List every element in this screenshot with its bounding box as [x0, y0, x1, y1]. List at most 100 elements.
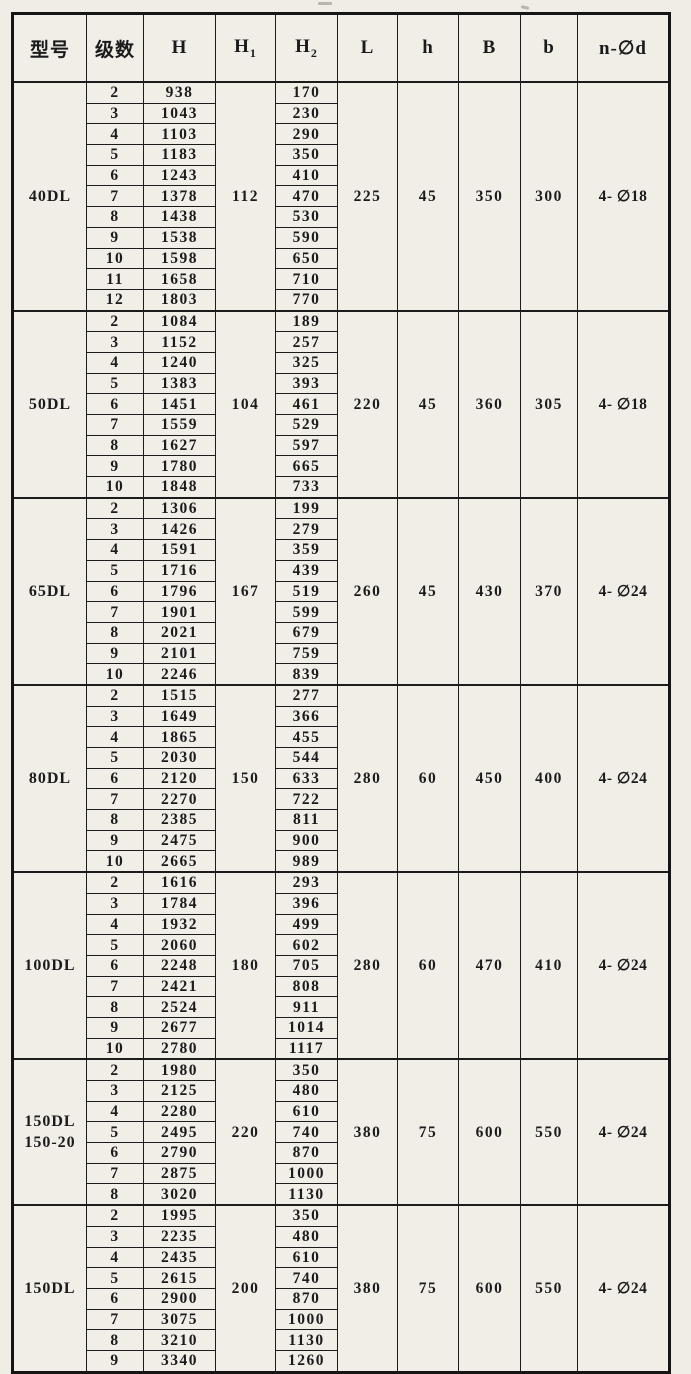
H2-value-cell: 610: [275, 1246, 338, 1269]
stages-cell: 6: [86, 1142, 144, 1164]
H-value-cell: 938: [143, 81, 216, 104]
H-value-cell: 1716: [143, 559, 216, 582]
H2-value-cell: 396: [275, 892, 338, 915]
stages-cell: 4: [86, 351, 144, 374]
H2-value-cell: 1130: [275, 1183, 338, 1207]
stages-cell: 3: [86, 518, 144, 541]
H-value-cell: 1796: [143, 580, 216, 603]
H2-value-cell: 599: [275, 601, 338, 623]
table-row: 8 1438 530: [13, 206, 670, 228]
stages-cell: 6: [86, 580, 144, 603]
model-cell: 150DL 150-20: [12, 1058, 87, 1207]
table-row: 10 1848 733: [13, 476, 670, 499]
H-value-cell: 1240: [143, 351, 216, 374]
stages-cell: 4: [86, 913, 144, 936]
H-value-cell: 1438: [143, 206, 216, 228]
table-row: 6 2790 870: [13, 1142, 670, 1164]
model-cell: 40DL: [12, 81, 87, 312]
H2-value-cell: 722: [275, 788, 338, 811]
H2-value-cell: 366: [275, 705, 338, 728]
bolt-holes-cell: 4- ∅24: [577, 684, 670, 874]
H-value-cell: 2246: [143, 663, 216, 686]
stages-cell: 8: [86, 1329, 144, 1351]
H-value-cell: 1980: [143, 1058, 216, 1082]
stages-cell: 7: [86, 601, 144, 623]
table-row: 7 2421 808: [13, 975, 670, 998]
H2-value-cell: 1130: [275, 1329, 338, 1351]
L-value-cell: 380: [337, 1204, 398, 1374]
H2-value-cell: 740: [275, 1267, 338, 1289]
col-header-model: 型号: [12, 13, 87, 83]
stages-cell: 8: [86, 809, 144, 831]
stages-cell: 4: [86, 1100, 144, 1123]
table-row: 150DL 2 1995 200 350 380 75 600 550 4- ∅24: [12, 1204, 670, 1374]
table-row: 5 2060 602: [13, 934, 670, 956]
H1-value-cell: 112: [215, 81, 276, 312]
table-row: 11 1658 710: [13, 268, 670, 290]
L-value-cell: 220: [337, 310, 398, 499]
H-value-cell: 1183: [143, 144, 216, 166]
stages-cell: 9: [86, 1349, 144, 1374]
stages-cell: 8: [86, 434, 144, 457]
stages-cell: 8: [86, 621, 144, 644]
stages-cell: 11: [86, 268, 144, 290]
H2-value-cell: 529: [275, 414, 338, 436]
model-label-line2: 150-20: [24, 1134, 76, 1152]
H-value-cell: 2101: [143, 642, 216, 665]
H2-value-cell: 461: [275, 393, 338, 415]
stages-cell: 2: [86, 684, 144, 707]
table-row: 10 1598 650: [13, 247, 670, 270]
h-value-cell: 60: [397, 871, 459, 1061]
stages-cell: 6: [86, 954, 144, 977]
H2-value-cell: 808: [275, 975, 338, 998]
h-value-cell: 75: [397, 1204, 459, 1374]
H-value-cell: 1616: [143, 871, 216, 894]
B-value-cell: 600: [458, 1058, 521, 1207]
col-header-h: h: [397, 13, 459, 83]
table-row: 10 2246 839: [13, 663, 670, 686]
L-value-cell: 225: [337, 81, 398, 312]
table-row: 9 2475 900: [13, 829, 670, 852]
H1-value-cell: 220: [215, 1058, 276, 1207]
H2-value-cell: 277: [275, 684, 338, 707]
H-value-cell: 3075: [143, 1308, 216, 1331]
stages-cell: 3: [86, 102, 144, 125]
table-row: 80DL 2 1515 150 277 280 60 450 400 4- ∅24: [12, 684, 670, 874]
H2-value-cell: 519: [275, 580, 338, 603]
stages-cell: 3: [86, 892, 144, 915]
H2-value-cell: 870: [275, 1287, 338, 1310]
H2-value-cell: 633: [275, 767, 338, 790]
b-value-cell: 550: [520, 1204, 578, 1374]
bolt-holes-cell: 4- ∅18: [577, 310, 670, 499]
col-header-B: B: [458, 13, 521, 83]
H-value-cell: 2435: [143, 1246, 216, 1269]
stages-cell: 4: [86, 726, 144, 748]
table-row: 8 2021 679: [13, 621, 670, 644]
H-value-cell: 1784: [143, 892, 216, 915]
h-value-cell: 45: [397, 310, 459, 499]
H2-value-cell: 350: [275, 144, 338, 166]
H-value-cell: 1995: [143, 1204, 216, 1227]
table-row: 100DL 2 1616 180 293 280 60 470 410 4- ∅24: [12, 871, 670, 1061]
stages-cell: 5: [86, 1121, 144, 1144]
stages-cell: 3: [86, 331, 144, 353]
H1-value-cell: 104: [215, 310, 276, 499]
table-row: 6 2248 705: [13, 954, 670, 977]
H2-value-cell: 1117: [275, 1037, 338, 1061]
stages-cell: 10: [86, 247, 144, 270]
H2-value-cell: 230: [275, 102, 338, 125]
stages-cell: 2: [86, 310, 144, 333]
stages-cell: 9: [86, 642, 144, 665]
H-value-cell: 2615: [143, 1267, 216, 1289]
col-header-subscript: 1: [249, 45, 257, 60]
stages-cell: 7: [86, 185, 144, 208]
table-row: 12 1803 770: [13, 288, 670, 312]
H2-value-cell: 710: [275, 268, 338, 290]
B-value-cell: 470: [458, 871, 521, 1061]
h-value-cell: 45: [397, 81, 459, 312]
H2-value-cell: 350: [275, 1058, 338, 1082]
H-value-cell: 3340: [143, 1349, 216, 1374]
table-row: 8 3020 1130: [13, 1183, 670, 1207]
stages-cell: 9: [86, 1016, 144, 1039]
